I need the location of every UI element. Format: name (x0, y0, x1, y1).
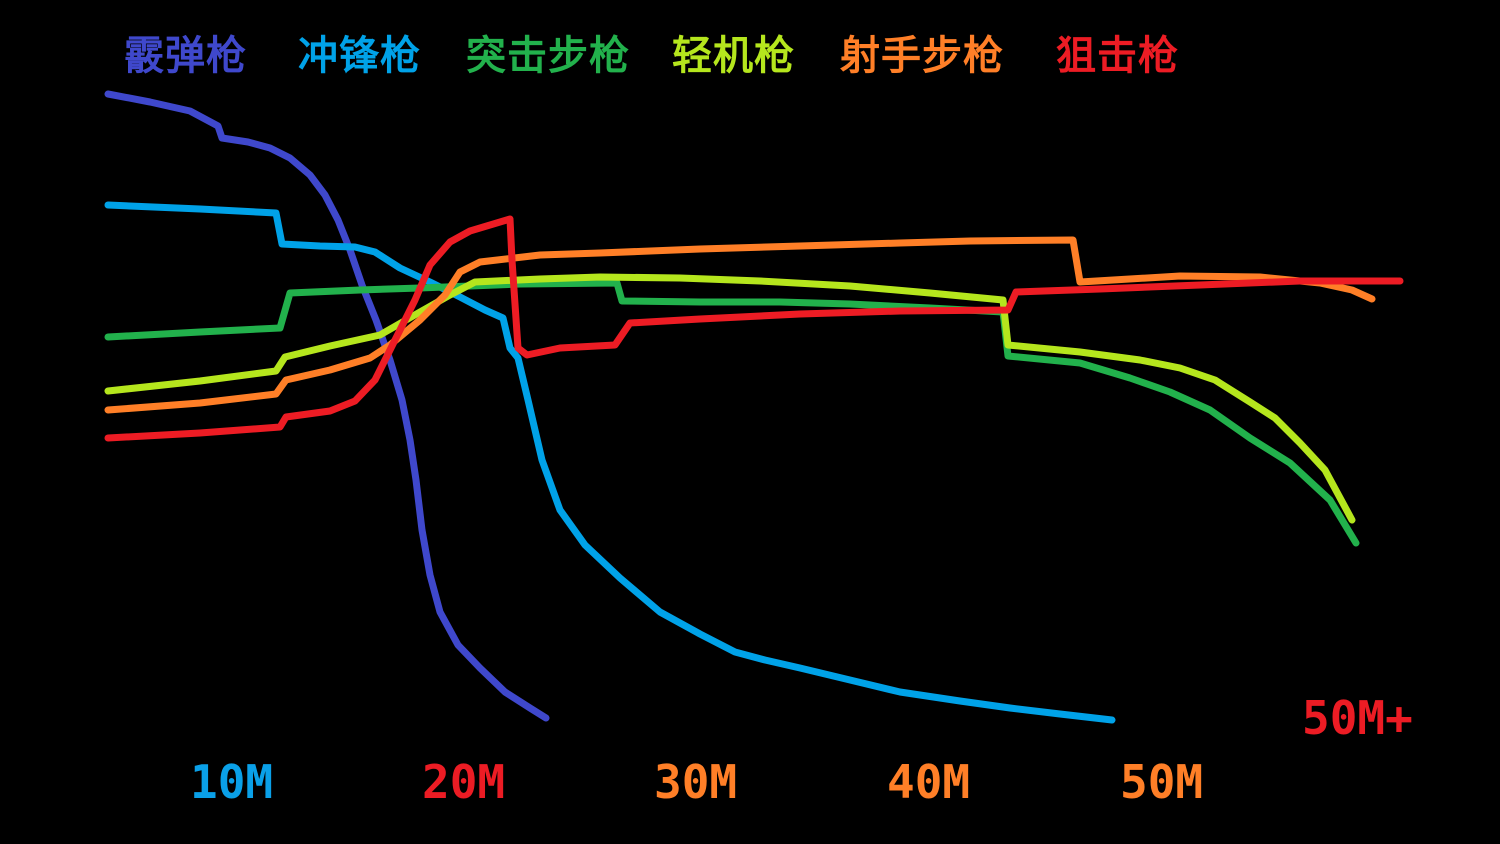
series-line (104, 236, 1376, 414)
series-line (104, 279, 1360, 547)
legend-item: 突击步枪 (466, 33, 630, 79)
x-tick-label: 10M (190, 755, 274, 809)
legend-item: 霰弹枪 (124, 33, 247, 79)
x-tick-label: 20M (422, 755, 506, 809)
x-tick-label: 50M+ (1302, 691, 1413, 745)
series-line (104, 90, 550, 722)
series-line (104, 201, 1116, 724)
legend-item: 狙击枪 (1056, 33, 1179, 79)
legend-item: 轻机枪 (672, 33, 795, 79)
legend-item: 冲锋枪 (298, 33, 421, 79)
legend-item: 射手步枪 (840, 33, 1004, 79)
x-tick-label: 40M (887, 755, 971, 809)
x-tick-label: 50M (1120, 755, 1204, 809)
series-line (104, 273, 1356, 524)
x-tick-label: 30M (654, 755, 738, 809)
series-line (104, 215, 1404, 442)
